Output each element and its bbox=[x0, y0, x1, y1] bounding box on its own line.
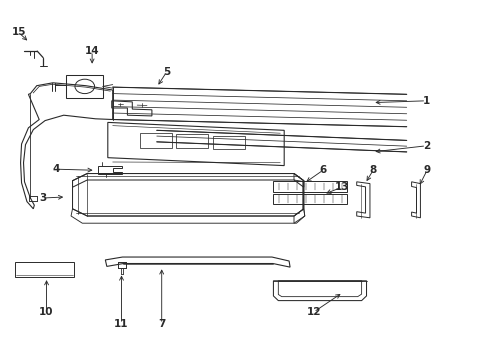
Text: 9: 9 bbox=[424, 165, 431, 175]
Text: 11: 11 bbox=[114, 319, 129, 329]
Text: 8: 8 bbox=[370, 165, 377, 175]
Text: 1: 1 bbox=[423, 96, 430, 106]
Bar bbox=[176, 134, 208, 148]
Text: 5: 5 bbox=[163, 67, 170, 77]
Text: 7: 7 bbox=[158, 319, 166, 329]
Text: 14: 14 bbox=[85, 46, 99, 56]
Text: 3: 3 bbox=[40, 193, 47, 203]
Text: 12: 12 bbox=[306, 307, 321, 317]
Text: 4: 4 bbox=[52, 164, 60, 174]
Text: 13: 13 bbox=[335, 182, 349, 192]
Bar bbox=[213, 136, 245, 149]
Bar bbox=[140, 133, 171, 148]
Text: 15: 15 bbox=[11, 27, 26, 37]
Text: 10: 10 bbox=[39, 307, 54, 317]
Text: 6: 6 bbox=[320, 165, 327, 175]
Text: 2: 2 bbox=[423, 141, 430, 151]
